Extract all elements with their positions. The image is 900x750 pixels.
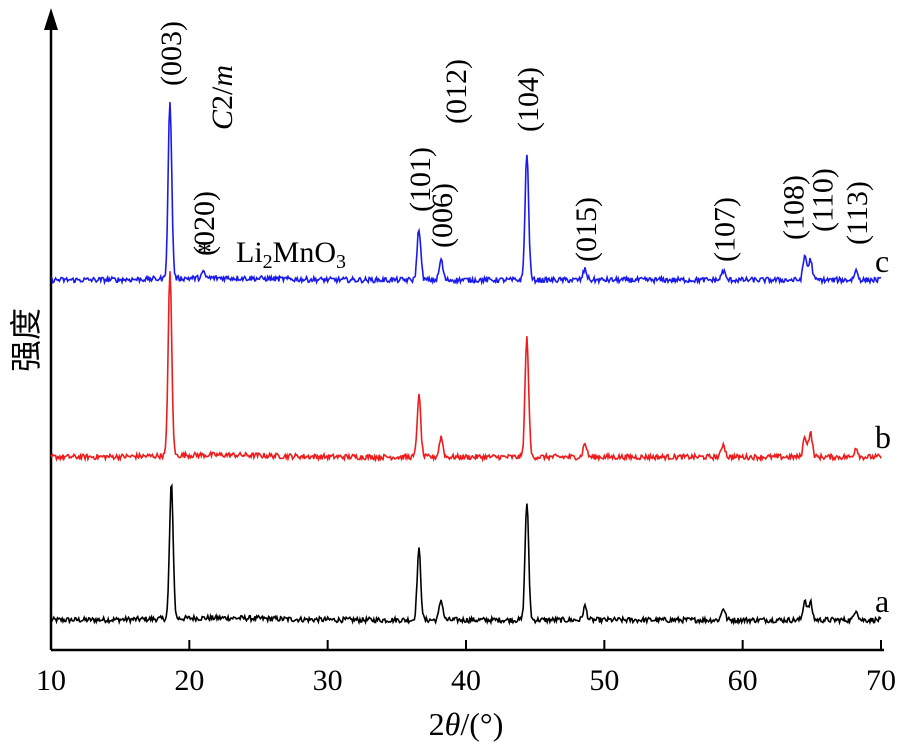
series-label-a: a — [875, 583, 889, 619]
peak-label: (101) — [404, 147, 437, 212]
peak-label: (015) — [570, 197, 603, 262]
peak-label: (012) — [440, 59, 473, 124]
star-marker: * — [197, 236, 212, 269]
x-tick-label: 50 — [589, 664, 619, 697]
compound-sub-2: 3 — [336, 251, 346, 273]
peak-label: (003) — [155, 21, 188, 86]
series-label-c: c — [875, 243, 889, 279]
x-axis-title: 2θ/(°) — [429, 706, 504, 742]
x-tick-label: 60 — [728, 664, 758, 697]
series-label-b: b — [875, 419, 891, 455]
x-tick-label: 10 — [36, 664, 66, 697]
series-line-a — [50, 483, 882, 626]
x-title-unit: /(°) — [460, 706, 503, 742]
compound-mno: MnO — [273, 236, 336, 269]
peak-label: (107) — [708, 197, 741, 262]
x-tick-label: 30 — [313, 664, 343, 697]
series-line-b — [50, 271, 882, 463]
compound-annotation: Li2MnO3 — [236, 236, 346, 273]
peak-label: (113) — [841, 181, 874, 245]
phase-m: m — [206, 65, 239, 87]
y-axis-arrow-icon — [44, 8, 58, 30]
peak-labels: (003) (020) (101)(006) (012) (104) (015) (107)… — [155, 21, 874, 262]
phase-annotation: C2/m — [206, 65, 239, 130]
x-tick-label: 20 — [174, 664, 204, 697]
peak-label: (006) — [426, 183, 459, 248]
series-group — [50, 102, 882, 626]
peak-label: (020) — [188, 191, 221, 256]
phase-letter: C — [206, 109, 239, 130]
compound-sub-1: 2 — [263, 251, 273, 273]
series-line-c — [50, 102, 882, 286]
compound-li: Li — [236, 236, 263, 269]
peak-label: (108) — [778, 175, 811, 240]
y-axis-title: 强度 — [8, 308, 44, 372]
x-title-num: 2 — [429, 706, 445, 742]
x-tick-label: 40 — [451, 664, 481, 697]
peak-label: (104) — [512, 67, 545, 132]
x-title-theta: θ — [445, 706, 461, 742]
x-ticks: 10 20 30 40 50 60 70 — [36, 640, 896, 697]
x-tick-label: 70 — [866, 664, 896, 697]
peak-label: (110) — [807, 168, 840, 232]
phase-number: 2/ — [206, 86, 239, 110]
